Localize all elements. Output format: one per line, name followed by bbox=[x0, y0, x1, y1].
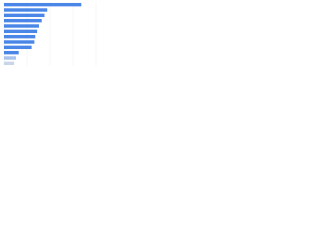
bar bbox=[4, 56, 16, 60]
bar bbox=[4, 40, 35, 44]
bar bbox=[4, 45, 32, 50]
bar bbox=[4, 2, 82, 7]
bar bbox=[4, 50, 19, 55]
bar bbox=[4, 24, 39, 28]
page: (() => { const data = JSON.parse(documen… bbox=[0, 0, 320, 71]
chart bbox=[3, 2, 97, 66]
bar bbox=[4, 18, 42, 23]
bar bbox=[4, 13, 45, 18]
bar bbox=[4, 8, 48, 12]
bar bbox=[4, 29, 38, 34]
bar bbox=[4, 61, 15, 66]
bar bbox=[4, 34, 36, 39]
